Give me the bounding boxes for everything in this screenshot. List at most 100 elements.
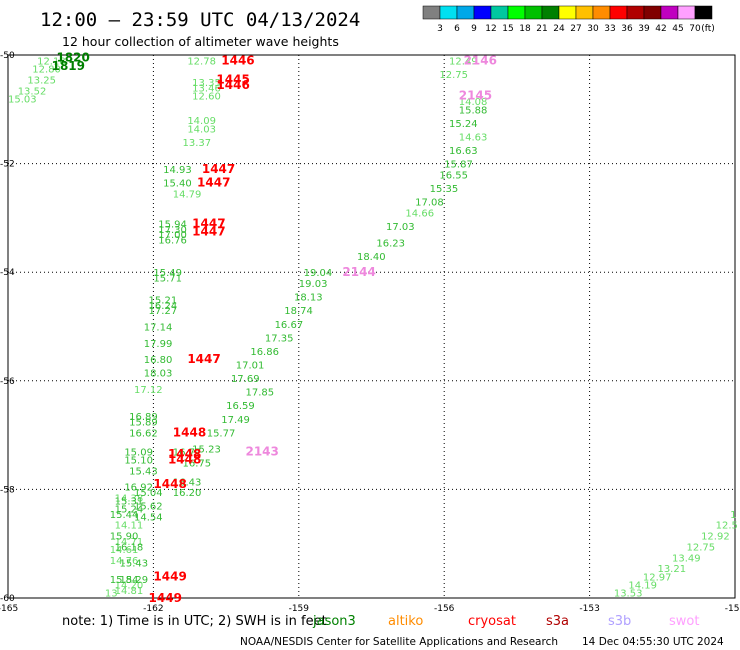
wave-height-label: 16.92 — [124, 483, 153, 494]
wave-height-label: 17.85 — [245, 388, 274, 399]
color-scale-label: 70 — [689, 24, 701, 34]
color-swatch — [473, 5, 492, 20]
wave-height-label: 15.29 — [119, 575, 148, 586]
color-scale-label: 12 — [485, 24, 496, 34]
wave-height-label: 14.66 — [405, 208, 434, 219]
satellite-legend: jason3 altiko cryosat s3a s3b swot — [312, 614, 699, 629]
color-swatch — [643, 5, 662, 20]
wave-height-label: 15.44 — [110, 510, 139, 521]
wave-height-label: 12.60 — [192, 92, 221, 103]
color-scale-label: 36 — [621, 24, 633, 34]
wave-height-label: 15.03 — [8, 94, 37, 105]
wave-height-label: 12.80 — [32, 65, 61, 76]
color-scale-label: 33 — [604, 24, 615, 34]
x-tick-label: -165 — [0, 604, 18, 614]
wave-height-label: 16.75 — [182, 458, 211, 469]
wave-height-label: 14.09 — [187, 116, 216, 127]
y-tick-label: -60 — [0, 594, 15, 604]
color-scale-label: 42 — [655, 24, 666, 34]
color-swatch — [592, 5, 611, 20]
wave-height-label: 17.35 — [265, 333, 294, 344]
pass-time-label: 1447 — [197, 176, 230, 190]
wave-height-label: 15.40 — [163, 179, 192, 190]
wave-height-label: 16.55 — [439, 170, 468, 181]
wave-height-label: 14.19 — [628, 580, 657, 591]
footer-note: note: 1) Time is in UTC; 2) SWH is in fe… — [62, 614, 327, 629]
wave-height-label: 15.87 — [444, 160, 473, 171]
color-scale-label: 45 — [672, 24, 683, 34]
wave-height-label: 16.20 — [173, 488, 202, 499]
wave-height-label: 14.81 — [115, 586, 144, 597]
pass-time-label: 2143 — [245, 444, 278, 458]
color-scale-label: 18 — [519, 24, 531, 34]
wave-height-label: 15.23 — [192, 445, 221, 456]
color-swatch — [456, 5, 475, 20]
wave-height-label: 15.90 — [110, 532, 139, 543]
wave-height-label: 14.79 — [173, 189, 202, 200]
wave-height-label: 17.30 — [158, 225, 187, 236]
wave-height-label: 18.40 — [357, 252, 386, 263]
pass-time-label: 2146 — [464, 53, 497, 67]
color-swatch — [677, 5, 696, 20]
pass-time-label: 1448 — [173, 425, 206, 439]
pass-time-label: 1446 — [221, 53, 254, 67]
wave-height-label: 16.62 — [129, 428, 158, 439]
wave-height-label: 12.97 — [643, 572, 672, 583]
x-axis-ticks: -165 -162 -159 -156 -153 -150 — [0, 604, 740, 614]
color-scale-label: 9 — [471, 24, 477, 34]
color-scale-label: 27 — [570, 24, 581, 34]
x-tick-label: -150 — [725, 604, 740, 614]
wave-height-label: 15.88 — [459, 105, 488, 116]
color-swatch — [609, 5, 628, 20]
color-swatch — [524, 5, 543, 20]
color-swatch — [490, 5, 509, 20]
wave-height-label: 15.77 — [207, 428, 236, 439]
wave-height-label: 12.5 — [716, 521, 738, 532]
wave-height-label: 13 — [105, 589, 118, 600]
color-swatch — [558, 5, 577, 20]
wave-height-label: 16.23 — [376, 238, 405, 249]
wave-height-label: 15.04 — [134, 488, 163, 499]
x-tick-label: -156 — [434, 604, 455, 614]
wave-height-label: 17.03 — [386, 222, 415, 233]
color-swatch — [660, 5, 679, 20]
wave-height-label: 12.75 — [687, 542, 716, 553]
pass-time-label: 1447 — [202, 162, 235, 176]
wave-height-label: 17.69 — [231, 374, 260, 385]
wave-height-label: 17.99 — [144, 339, 173, 350]
wave-height-label: 12.78 — [187, 56, 216, 67]
wave-height-label: 15.31 — [115, 496, 144, 507]
wave-height-label: 15.21 — [149, 295, 178, 306]
wave-height-label: 13.53 — [614, 589, 643, 600]
satellite-legend-item: altiko — [388, 614, 423, 629]
wave-height-label: 14.08 — [459, 97, 488, 108]
wave-height-label: 12.18 — [37, 56, 66, 67]
wave-height-label: 18.74 — [284, 306, 313, 317]
wave-height-label: 14.63 — [459, 132, 488, 143]
wave-height-label: 14.38 — [115, 494, 144, 505]
wave-height-label: 16.43 — [173, 477, 202, 488]
wave-height-label: 16.63 — [449, 146, 478, 157]
color-scale-label: 15 — [502, 24, 513, 34]
wave-height-label: 16.67 — [275, 320, 304, 331]
color-scale-label: 30 — [587, 24, 599, 34]
wave-height-label: 14.76 — [110, 556, 139, 567]
wave-height-label: 14.71 — [115, 537, 144, 548]
wave-height-label: 14.54 — [134, 513, 163, 524]
wave-height-label: 16.86 — [250, 347, 279, 358]
satellite-legend-item: jason3 — [312, 614, 356, 629]
wave-height-label: 19.03 — [299, 279, 328, 290]
color-swatch — [541, 5, 560, 20]
color-swatch — [439, 5, 458, 20]
wave-height-label: 18.13 — [294, 293, 323, 304]
wave-height-label: 17.27 — [149, 306, 178, 317]
satellite-legend-item: s3a — [546, 614, 569, 629]
wave-height-label: 13.21 — [657, 564, 686, 575]
wave-height-label: 14.03 — [187, 124, 216, 135]
wave-height-label: 16.77 — [173, 447, 202, 458]
x-tick-label: -162 — [143, 604, 163, 614]
color-scale-label: 39 — [638, 24, 650, 34]
color-scale-label: 6 — [454, 24, 460, 34]
pass-time-label: 1449 — [149, 591, 182, 605]
